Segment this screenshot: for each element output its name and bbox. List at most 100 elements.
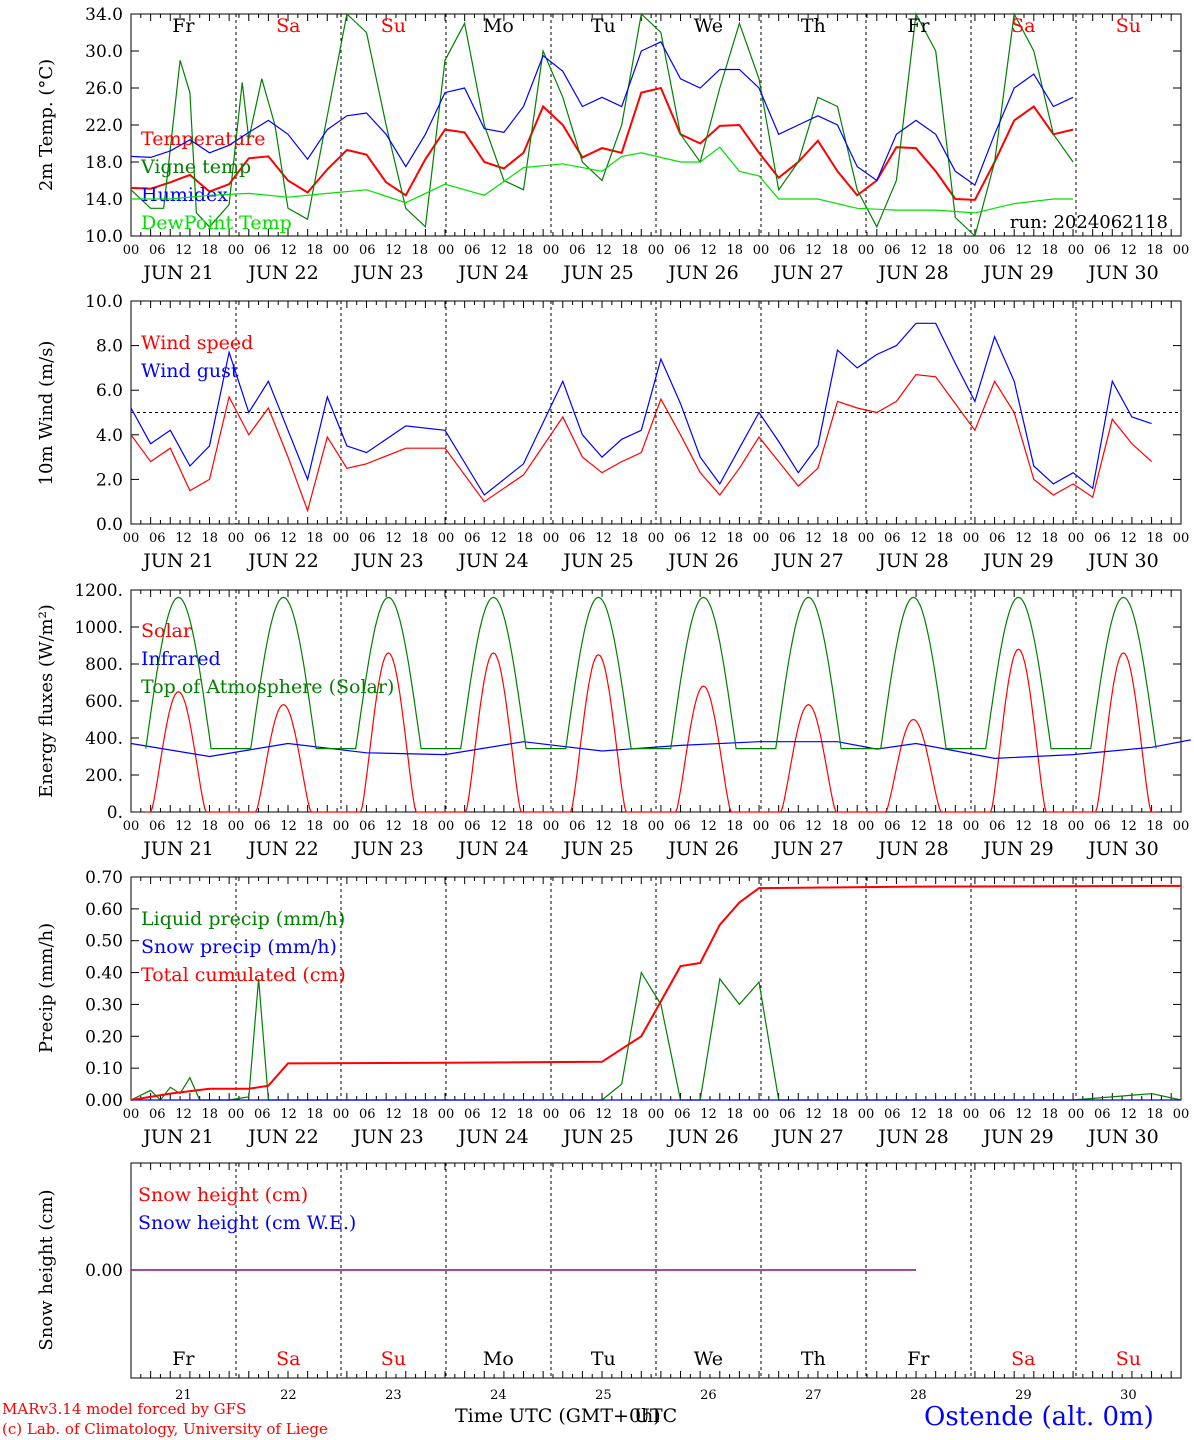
series-line: [130, 884, 1182, 1101]
legend-entry: Snow height (cm): [138, 1184, 308, 1206]
hour-label: 00: [228, 1107, 245, 1122]
date-label: JUN 23: [351, 838, 423, 860]
hour-label: 00: [963, 819, 980, 834]
weekday-label: We: [694, 15, 723, 37]
y-tick-label: 4.0: [96, 426, 123, 446]
hour-label: 06: [464, 819, 481, 834]
weekday-label: Sa: [276, 15, 300, 37]
hour-label: 12: [910, 1107, 927, 1122]
hour-label: 00: [1173, 819, 1190, 834]
weekday-label: Sa: [276, 1348, 300, 1370]
hour-label: 06: [779, 819, 796, 834]
hour-label: 18: [831, 243, 848, 258]
hour-label: 06: [884, 531, 901, 546]
hour-label: 12: [595, 243, 612, 258]
hour-label: 12: [805, 531, 822, 546]
hour-label: 06: [884, 243, 901, 258]
hour-label: 06: [254, 1107, 271, 1122]
hour-label: 18: [726, 243, 743, 258]
hour-label: 06: [569, 819, 586, 834]
y-tick-label: 8.0: [96, 337, 123, 357]
hour-label: 12: [490, 819, 507, 834]
y-axis-label: 10m Wind (m/s): [36, 341, 57, 486]
hour-label: 00: [963, 531, 980, 546]
hour-label: 00: [963, 1107, 980, 1122]
time-axis-label: Time UTC (GMT+0h): [455, 1405, 661, 1427]
date-label: JUN 25: [561, 550, 633, 572]
date-label: JUN 24: [456, 838, 528, 860]
legend-entry: Wind gust: [141, 360, 239, 382]
y-tick-label: 1000.: [74, 618, 123, 638]
hour-label: 12: [700, 1107, 717, 1122]
weekday-label: Tu: [591, 1348, 616, 1370]
series-line: [130, 41, 1074, 187]
y-tick-label: 0.0: [96, 515, 123, 535]
hour-label: 18: [201, 531, 218, 546]
date-label: JUN 25: [561, 262, 633, 284]
date-label: JUN 27: [771, 550, 843, 572]
date-label: JUN 27: [771, 1126, 843, 1148]
hour-label: 06: [254, 243, 271, 258]
hour-label: 06: [359, 243, 376, 258]
day-number: 28: [910, 1388, 927, 1403]
hour-label: 00: [123, 819, 140, 834]
hour-label: 00: [858, 243, 875, 258]
y-axis-label: Snow height (cm): [36, 1189, 57, 1350]
hour-label: 18: [411, 819, 428, 834]
y-axis-label: Energy fluxes (W/m²): [36, 604, 57, 798]
hour-label: 06: [989, 531, 1006, 546]
hour-label: 12: [805, 1107, 822, 1122]
hour-label: 18: [726, 819, 743, 834]
weekday-label: Th: [801, 1348, 826, 1370]
y-tick-label: 10.0: [85, 227, 123, 247]
hour-label: 18: [516, 1107, 533, 1122]
y-tick-label: 400.: [85, 729, 123, 749]
hour-label: 18: [936, 1107, 953, 1122]
hour-label: 00: [543, 531, 560, 546]
date-label: JUN 22: [246, 550, 318, 572]
hour-label: 12: [385, 819, 402, 834]
hour-label: 18: [306, 819, 323, 834]
hour-label: 00: [858, 531, 875, 546]
y-tick-label: 22.0: [85, 116, 123, 136]
y-tick-label: 600.: [85, 692, 123, 712]
hour-label: 06: [884, 819, 901, 834]
date-label: JUN 29: [981, 1126, 1053, 1148]
y-axis-label: Precip (mm/h): [36, 923, 57, 1053]
hour-label: 12: [1015, 243, 1032, 258]
date-label: JUN 23: [351, 550, 423, 572]
hour-label: 06: [149, 531, 166, 546]
y-tick-label: 0.20: [85, 1027, 123, 1047]
legend-entry: Top of Atmosphere (Solar): [141, 676, 394, 698]
weekday-label: Mo: [483, 1348, 514, 1370]
y-tick-label: 30.0: [85, 42, 123, 62]
hour-label: 18: [516, 531, 533, 546]
hour-label: 18: [516, 819, 533, 834]
series-line: [130, 322, 1152, 496]
hour-label: 00: [1173, 1107, 1190, 1122]
hour-label: 18: [726, 531, 743, 546]
date-label: JUN 27: [771, 262, 843, 284]
hour-label: 00: [333, 531, 350, 546]
hour-label: 18: [1041, 531, 1058, 546]
series-line: [130, 86, 1074, 201]
hour-label: 00: [753, 531, 770, 546]
hour-label: 06: [464, 531, 481, 546]
hour-label: 12: [1120, 531, 1137, 546]
y-tick-label: 2.0: [96, 470, 123, 490]
hour-label: 00: [1173, 531, 1190, 546]
weekday-label: Tu: [591, 15, 616, 37]
hour-label: 06: [1094, 531, 1111, 546]
lab-credit: (c) Lab. of Climatology, University of L…: [2, 1420, 328, 1438]
date-label: JUN 23: [351, 262, 423, 284]
hour-label: 18: [306, 243, 323, 258]
hour-label: 06: [779, 243, 796, 258]
date-label: JUN 26: [666, 838, 738, 860]
hour-label: 12: [1120, 243, 1137, 258]
y-axis-label: 2m Temp. (°C): [36, 59, 57, 191]
series-line: [130, 373, 1153, 513]
y-tick-label: 34.0: [85, 5, 123, 25]
hour-label: 12: [175, 243, 192, 258]
weekday-label: Fr: [172, 15, 195, 37]
hour-label: 12: [700, 819, 717, 834]
